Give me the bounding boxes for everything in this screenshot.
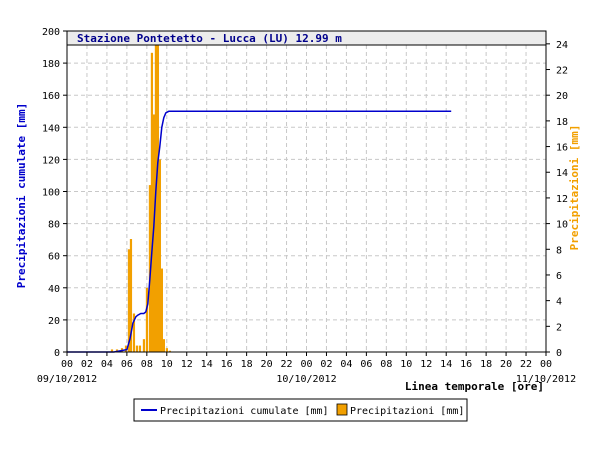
- x-tick-label: 18: [480, 359, 492, 370]
- precip-bar: [129, 239, 133, 352]
- precip-bar: [160, 268, 164, 352]
- left-axis-ticks: 0 20 40 60 80 100 120 140 160 180 200: [42, 27, 67, 359]
- right-tick-label: 10: [556, 220, 568, 231]
- right-tick-label: 22: [556, 66, 568, 77]
- right-tick-label: 8: [556, 245, 562, 256]
- right-tick-label: 0: [556, 348, 562, 359]
- x-tick-label: 10: [400, 359, 412, 370]
- left-tick-label: 120: [42, 155, 60, 166]
- x-tick-label: 00: [61, 359, 73, 370]
- x-axis-label: Linea temporale [ore]: [405, 380, 544, 393]
- left-tick-label: 20: [48, 316, 60, 327]
- right-tick-label: 4: [556, 297, 562, 308]
- x-tick-label: 20: [261, 359, 273, 370]
- x-tick-label: 22: [281, 359, 293, 370]
- left-tick-label: 60: [48, 252, 60, 263]
- x-axis-ticks: 00 02 04 06 08 10 12 14 16 18 20 22 00 02 04 06 08 10 12 14…: [61, 352, 552, 370]
- x-tick-label: 06: [121, 359, 133, 370]
- precip-bar: [168, 350, 171, 352]
- precip-bar: [135, 345, 139, 352]
- precip-bar: [156, 38, 160, 352]
- x-tick-label: 00: [300, 359, 312, 370]
- legend-bar-swatch: [336, 403, 348, 416]
- precip-bar: [150, 52, 154, 352]
- precip-bar: [145, 287, 149, 352]
- x-tick-label: 16: [221, 359, 233, 370]
- legend-label-precip: Precipitazioni [mm]: [350, 406, 464, 417]
- x-tick-label: 06: [360, 359, 372, 370]
- date-label-1: 09/10/2012: [37, 374, 97, 385]
- right-tick-label: 2: [556, 322, 562, 333]
- right-tick-label: 6: [556, 271, 562, 282]
- left-tick-label: 140: [42, 123, 60, 134]
- left-tick-label: 100: [42, 188, 60, 199]
- right-tick-label: 12: [556, 194, 568, 205]
- left-axis-label: Precipitazioni cumulate [mm]: [15, 103, 28, 288]
- precip-bar: [165, 348, 168, 352]
- right-tick-label: 16: [556, 143, 568, 154]
- x-tick-label: 10: [161, 359, 173, 370]
- x-tick-label: 22: [520, 359, 532, 370]
- x-tick-label: 04: [340, 359, 352, 370]
- precip-bar: [127, 249, 131, 352]
- bars: [110, 36, 171, 353]
- right-axis-label: Precipitazioni [mm]: [568, 125, 581, 251]
- left-tick-label: 200: [42, 27, 60, 38]
- left-tick-label: 80: [48, 220, 60, 231]
- x-tick-label: 04: [101, 359, 113, 370]
- x-tick-label: 08: [141, 359, 153, 370]
- x-tick-label: 20: [500, 359, 512, 370]
- legend: Precipitazioni cumulate [mm] Precipitazi…: [133, 398, 468, 422]
- precip-bar: [158, 159, 162, 352]
- date-label-2: 10/10/2012: [276, 374, 336, 385]
- precip-bar: [132, 313, 136, 352]
- cumulative-line: [67, 110, 452, 353]
- x-tick-label: 02: [320, 359, 332, 370]
- precip-bar: [162, 339, 165, 352]
- left-tick-label: 40: [48, 284, 60, 295]
- legend-box: [133, 398, 468, 422]
- x-tick-label: 08: [380, 359, 392, 370]
- x-tick-label: 14: [201, 359, 213, 370]
- x-tick-label: 00: [540, 359, 552, 370]
- left-tick-label: 180: [42, 59, 60, 70]
- right-tick-label: 24: [556, 40, 568, 51]
- precip-bar: [142, 339, 146, 352]
- title-box: Stazione Pontetetto - Lucca (LU) 12.99 m: [66, 30, 547, 46]
- x-tick-label: 14: [440, 359, 452, 370]
- left-tick-label: 160: [42, 91, 60, 102]
- right-tick-label: 14: [556, 168, 568, 179]
- legend-label-cumulate: Precipitazioni cumulate [mm]: [160, 406, 329, 417]
- right-tick-label: 18: [556, 117, 568, 128]
- precip-bar: [124, 345, 128, 352]
- chart-title: Stazione Pontetetto - Lucca (LU) 12.99 m: [77, 32, 342, 45]
- x-tick-label: 18: [241, 359, 253, 370]
- x-tick-label: 12: [181, 359, 193, 370]
- right-tick-label: 20: [556, 91, 568, 102]
- x-tick-label: 12: [420, 359, 432, 370]
- date-label-3: 11/10/2012: [516, 374, 576, 385]
- left-tick-label: 0: [54, 348, 60, 359]
- x-tick-label: 02: [81, 359, 93, 370]
- x-tick-label: 16: [460, 359, 472, 370]
- precip-bar: [138, 345, 142, 352]
- precip-bar: [110, 349, 114, 352]
- grid-lines: [67, 45, 546, 352]
